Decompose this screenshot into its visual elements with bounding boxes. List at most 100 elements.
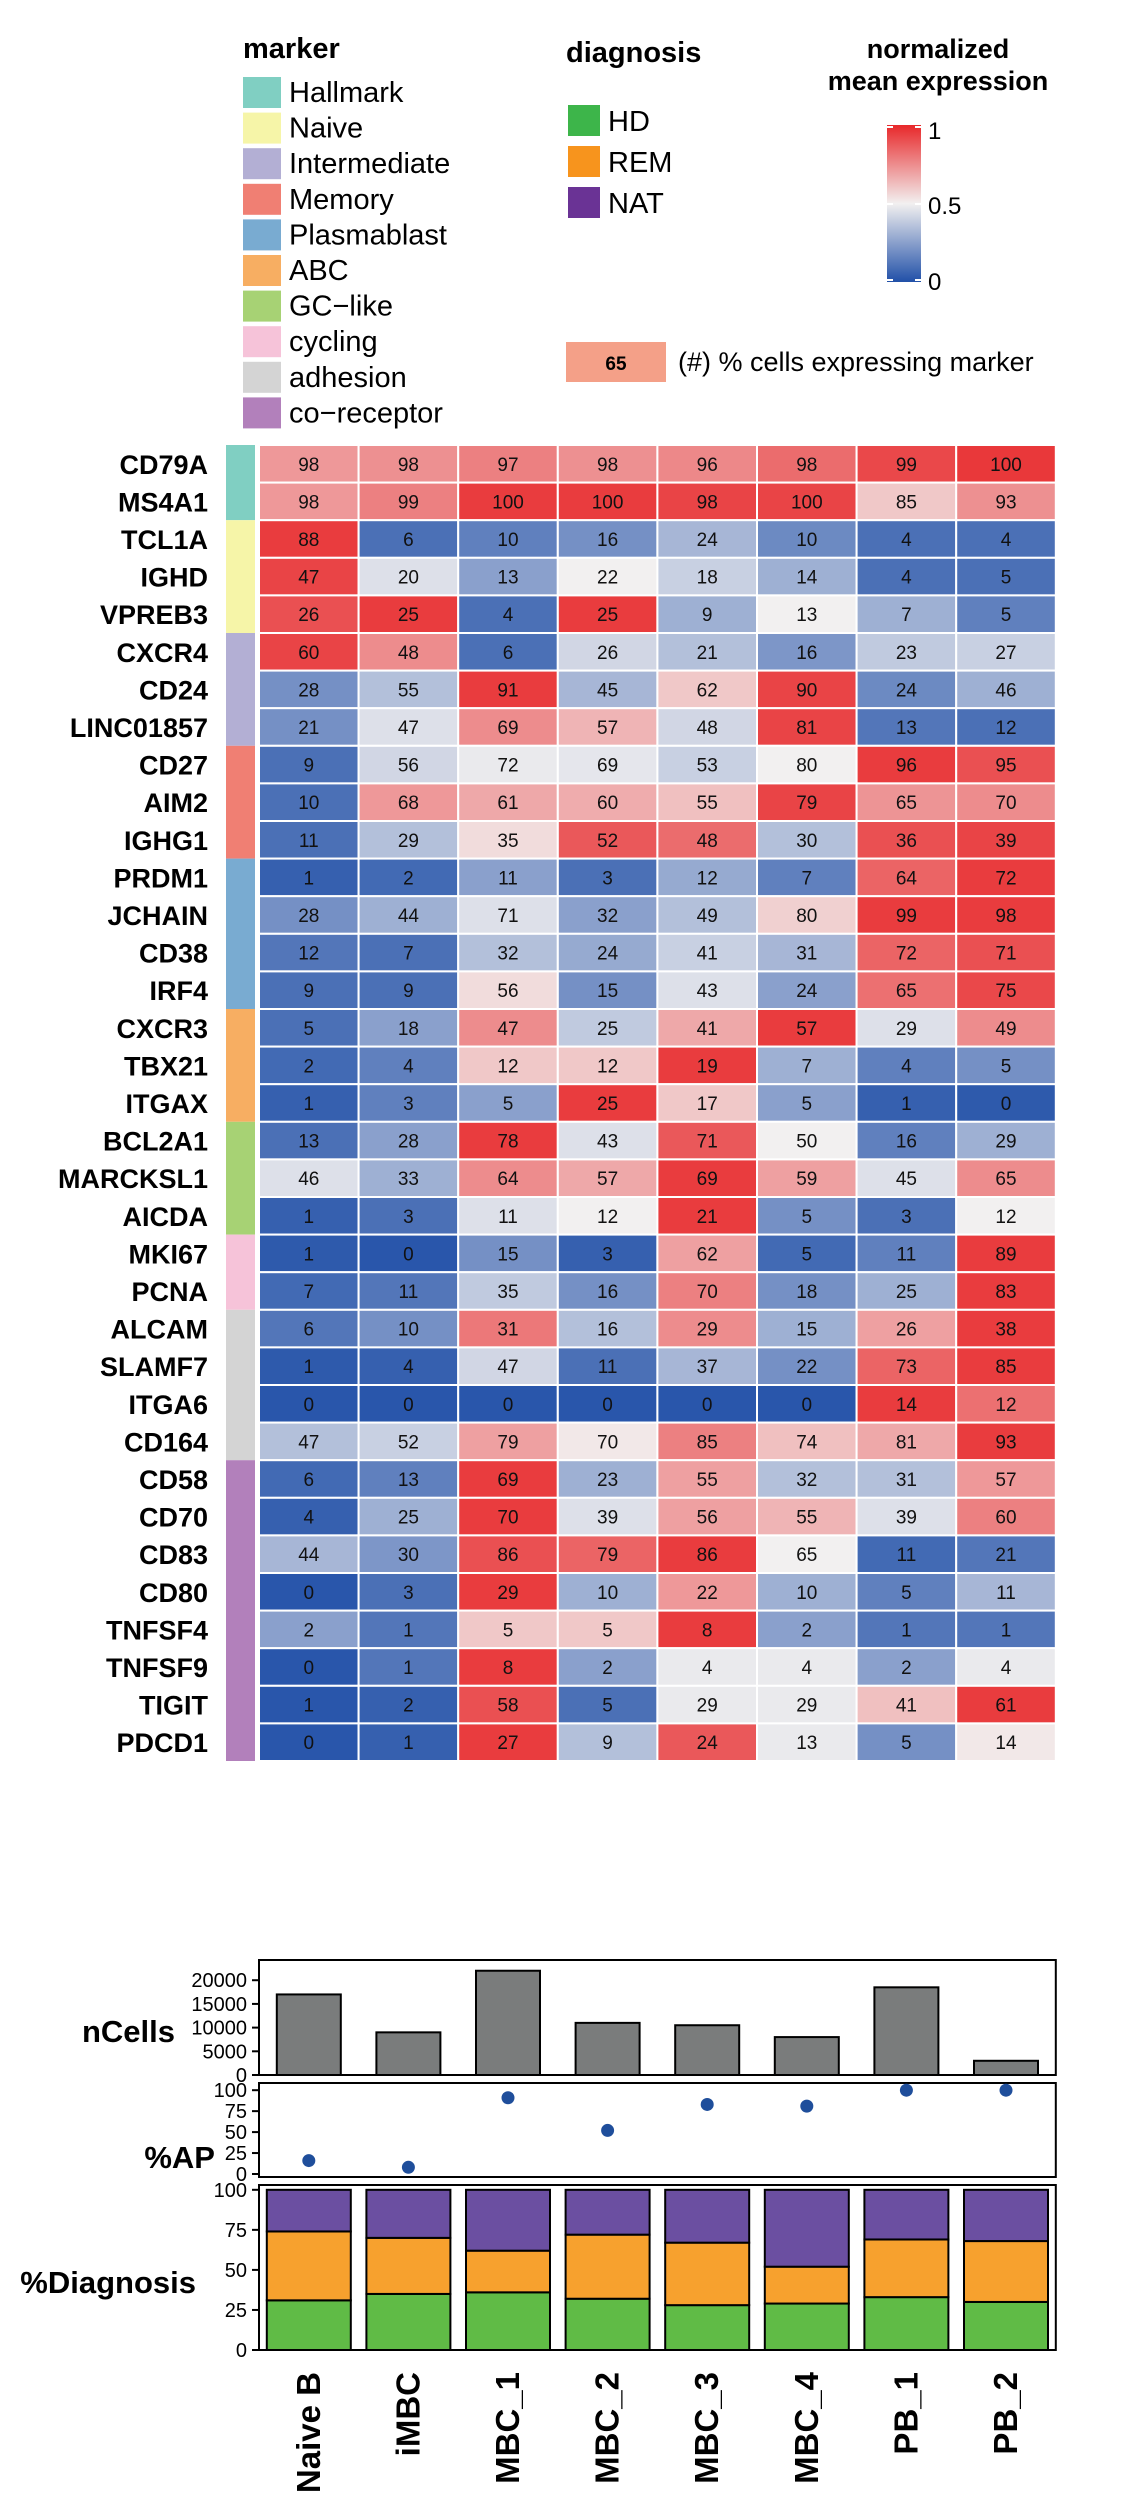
sidebar-group-hallmark — [226, 445, 255, 521]
marker-label-memory: Memory — [289, 184, 394, 216]
diagnosis-bar-rem — [465, 2249, 551, 2294]
heatmap-cell — [955, 1534, 1057, 1575]
heatmap-cell-value: 96 — [896, 756, 917, 777]
heatmap-cell-value: 25 — [398, 605, 419, 626]
heatmap-cell — [258, 1120, 360, 1161]
heatmap-cell — [357, 1271, 460, 1311]
row-label-cxcr4: CXCR4 — [116, 638, 208, 668]
heatmap-cell-value: 78 — [497, 1132, 518, 1153]
heatmap-cell — [457, 895, 559, 935]
heatmap-cell-value: 69 — [597, 756, 618, 777]
heatmap-cell-value: 8 — [702, 1620, 713, 1641]
heatmap-cell-value: 0 — [304, 1733, 315, 1754]
row-label-alcam: ALCAM — [111, 1315, 208, 1345]
heatmap-cell — [756, 744, 858, 785]
row-label-linc01857: LINC01857 — [70, 713, 208, 743]
heatmap-cell-value: 4 — [901, 1056, 912, 1077]
diagnosis-bar-hd — [265, 2299, 352, 2352]
heatmap-cell-value: 24 — [697, 1733, 719, 1754]
row-label-mki67: MKI67 — [128, 1239, 208, 1269]
heatmap-cell-value: 1 — [403, 1658, 414, 1679]
heatmap-cell — [955, 1083, 1057, 1123]
heatmap-cell-value: 25 — [398, 1508, 419, 1529]
diagnosis-swatch-nat — [568, 187, 600, 218]
heatmap-cell-value: 46 — [298, 1169, 319, 1190]
heatmap-cell — [556, 519, 659, 559]
heatmap-cell-value: 99 — [896, 906, 917, 927]
heatmap-cell-value: 61 — [497, 793, 518, 814]
heatmap-cell — [656, 1008, 759, 1048]
ncells-frame — [258, 1959, 1057, 2076]
heatmap-cell — [258, 707, 360, 747]
heatmap-cell-value: 91 — [497, 680, 518, 701]
heatmap-cell — [258, 1496, 360, 1537]
heatmap-cell — [357, 1572, 460, 1612]
heatmap-cell — [357, 556, 460, 597]
x-label: MBC_4 — [788, 2371, 825, 2484]
heatmap-cell — [855, 1158, 958, 1199]
heatmap-cell-value: 5 — [602, 1696, 613, 1717]
heatmap-cell — [955, 594, 1057, 635]
heatmap-cell-value: 7 — [802, 868, 813, 889]
expression-colorbar: normalized mean expression 1 0.5 0 — [828, 34, 1049, 296]
heatmap-cell — [955, 556, 1057, 597]
heatmap-cell-value: 57 — [597, 1169, 618, 1190]
row-label-itga6: ITGA6 — [128, 1390, 208, 1420]
heatmap-cell-value: 10 — [497, 530, 518, 551]
heatmap-cell-value: 15 — [796, 1320, 817, 1341]
diagnosis-bar-nat — [963, 2188, 1049, 2243]
heatmap-cell-value: 28 — [298, 680, 319, 701]
heatmap-cell-value: 69 — [497, 1470, 518, 1491]
heatmap-cell-value: 7 — [304, 1282, 315, 1303]
heatmap-cell-value: 2 — [403, 868, 414, 889]
heatmap-cell — [556, 1045, 659, 1086]
heatmap-cell — [258, 1008, 360, 1048]
heatmap-cell-value: 70 — [497, 1508, 518, 1529]
diagnosis-bar-rem — [763, 2265, 850, 2305]
row-label-aicda: AICDA — [123, 1202, 209, 1232]
heatmap-cell-value: 2 — [403, 1696, 414, 1717]
heatmap-cell-value: 56 — [398, 756, 419, 777]
marker-swatch-adhesion — [243, 361, 281, 393]
heatmap-cell — [357, 1120, 460, 1161]
heatmap-cell — [756, 594, 858, 635]
heatmap-cell-value: 5 — [503, 1094, 514, 1115]
heatmap-cell — [258, 1308, 360, 1349]
heatmap-cell-value: 29 — [796, 1696, 817, 1717]
heatmap-cell-value: 22 — [697, 1583, 718, 1604]
heatmap-cell-value: 33 — [398, 1169, 419, 1190]
heatmap-cell-value: 97 — [497, 455, 518, 476]
heatmap-cell-value: 93 — [995, 492, 1016, 513]
heatmap-cell — [357, 707, 460, 747]
heatmap-cell — [855, 857, 958, 898]
marker-swatch-cycling — [243, 326, 281, 358]
heatmap-cell-value: 60 — [995, 1508, 1016, 1529]
diagnosis-label-nat: NAT — [608, 188, 664, 220]
ap-point — [700, 2097, 714, 2111]
row-label-marcksl1: MARCKSL1 — [58, 1164, 208, 1194]
diagnosis-bar-hd — [564, 2297, 651, 2351]
heatmap-cell-value: 25 — [597, 1094, 618, 1115]
heatmap-cell-value: 96 — [697, 455, 718, 476]
sidebar-group-plasmablast — [226, 858, 255, 1009]
heatmap-cell-value: 85 — [896, 492, 917, 513]
marker-legend-title: marker — [243, 33, 340, 65]
heatmap-cell-value: 23 — [896, 643, 917, 664]
marker-swatch-co-receptor — [243, 397, 281, 429]
heatmap-cell-value: 17 — [697, 1094, 718, 1115]
heatmap-cell — [556, 895, 659, 935]
heatmap-cell-value: 9 — [702, 605, 713, 626]
heatmap-cell — [357, 1421, 460, 1462]
ncells-tick-label: 15000 — [191, 1994, 247, 2016]
heatmap-cell — [556, 1271, 659, 1311]
heatmap-cell-value: 12 — [697, 868, 718, 889]
heatmap-cell — [258, 1045, 360, 1086]
marker-label-abc: ABC — [289, 255, 349, 287]
heatmap-cell — [457, 669, 559, 710]
heatmap-cell-value: 1 — [901, 1094, 912, 1115]
heatmap-cell-value: 57 — [796, 1019, 817, 1040]
diagnosis-bar-rem — [564, 2233, 651, 2300]
heatmap-cell-value: 1 — [304, 868, 315, 889]
heatmap-cell-value: 64 — [497, 1169, 519, 1190]
heatmap-cell — [855, 1534, 958, 1575]
